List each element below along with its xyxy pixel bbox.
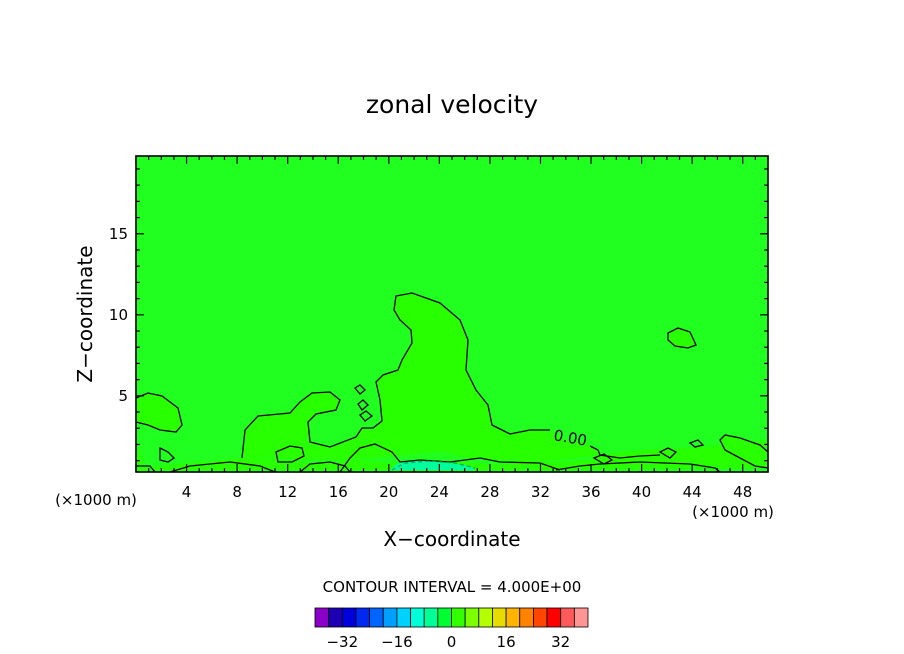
y-tick-label: 5 [118,387,128,405]
x-tick-label: 20 [379,483,398,501]
y-tick-label: 10 [109,306,128,324]
contour-interval-text: CONTOUR INTERVAL = 4.000E+00 [323,578,582,596]
contour-line [275,445,305,463]
contour-line [589,445,661,459]
colorbar-swatch [464,607,480,628]
y-tick-label: 15 [109,225,128,243]
x-tick-label: 40 [632,483,651,501]
colorbar-swatch [478,607,493,628]
colorbar: −32 −16 0 16 32 [314,607,589,651]
contour-line [658,447,678,459]
contour-region [720,435,768,468]
x-tick-label: 44 [683,483,702,501]
colorbar-swatch [423,607,439,628]
colorbar-swatch [369,607,384,628]
contour-label: 0.00 [552,426,588,450]
colorbar-swatch [533,607,548,628]
contour-line [592,453,614,465]
y-axis: 5 10 15 [109,168,768,462]
contour-line [359,410,374,422]
y-axis-label: Z−coordinate [73,245,97,382]
x-tick-label: 8 [232,483,242,501]
x-tick-label: 28 [480,483,499,501]
contour-line [159,446,176,463]
colorbar-swatch [410,607,425,628]
colorbar-swatch [382,607,398,628]
contour-line [555,461,721,473]
contour-lines [135,292,769,473]
contour-line [339,443,561,473]
contour-region [242,293,600,462]
colorbar-swatch [560,607,575,628]
colorbar-swatch [355,607,371,628]
contour-region [136,440,768,470]
contour-line [135,392,183,433]
x-tick-label: 32 [531,483,550,501]
contour-line [169,461,276,473]
plot-area [136,156,768,472]
colorbar-swatch [437,607,452,628]
colorbar-tick-label: −32 [326,633,358,651]
colorbar-swatch [505,607,521,628]
colorbar-swatch [451,607,466,628]
colorbar-swatch [519,607,534,628]
x-axis: 4 8 12 16 20 24 28 32 36 40 44 48 [135,156,769,501]
colorbar-tick-label: 32 [551,633,570,651]
x-tick-label: 24 [430,483,449,501]
colorbar-swatch [341,607,357,628]
contour-line [354,384,366,395]
colorbar-tick-label: 0 [447,633,457,651]
colorbar-swatch [573,607,589,628]
contour-line [241,292,550,459]
x-unit-right: (×1000 m) [692,503,774,521]
x-tick-label: 48 [733,483,752,501]
colorbar-swatch [492,607,507,628]
x-tick-label: 12 [278,483,297,501]
colorbar-swatch [328,607,343,628]
colorbar-swatch [396,607,411,628]
colorbar-tick-label: −16 [381,633,413,651]
contour-line [299,461,351,473]
x-axis-label: X−coordinate [383,527,520,551]
x-tick-label: 16 [329,483,348,501]
colorbar-swatch [314,607,330,628]
contour-line [688,439,705,448]
contour-line [136,465,156,473]
colorbar-swatch [546,607,562,628]
contour-line [357,399,369,411]
contour-line [719,434,769,469]
contour-region [668,328,696,348]
chart-title: zonal velocity [366,90,538,119]
contour-line [667,327,697,349]
colorbar-tick-label: 16 [497,633,516,651]
x-unit-left: (×1000 m) [55,491,137,509]
contour-line-negative [391,460,476,471]
x-tick-label: 36 [581,483,600,501]
x-tick-label: 4 [182,483,192,501]
